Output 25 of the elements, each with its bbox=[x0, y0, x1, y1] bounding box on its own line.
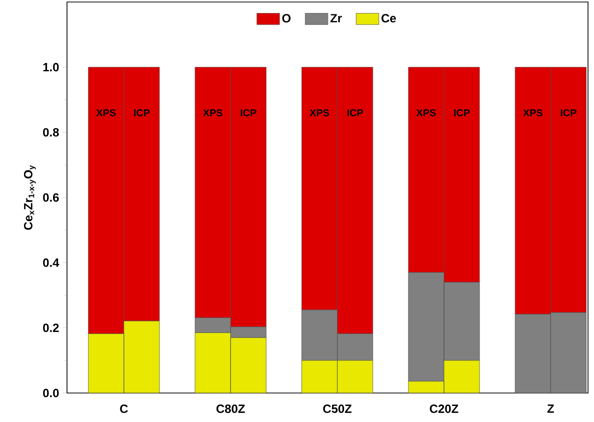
x-tick-label: ICP bbox=[347, 109, 364, 116]
text: C80Z bbox=[216, 404, 245, 413]
y-tick-label: 0.8 bbox=[43, 128, 59, 137]
x-tick-label: ICP bbox=[134, 109, 150, 116]
y-tick-label: 0.6 bbox=[43, 193, 59, 202]
x-tick-label: ICP bbox=[560, 109, 576, 116]
x-tick-label: XPS bbox=[416, 109, 436, 116]
x-tick-label: ICP bbox=[454, 109, 470, 116]
y-tick-label: 1.0 bbox=[43, 62, 59, 72]
text: C50Z bbox=[323, 404, 352, 413]
text: C20Z bbox=[430, 404, 458, 413]
y-tick-label: 0.0 bbox=[43, 388, 59, 398]
legend-label: Ce bbox=[382, 14, 396, 22]
text: Z bbox=[547, 404, 554, 413]
x-tick-label: XPS bbox=[523, 109, 542, 116]
legend-label: O bbox=[282, 14, 291, 22]
x-tick-label: XPS bbox=[310, 109, 330, 116]
x-tick-label: XPS bbox=[96, 109, 116, 116]
text: C bbox=[120, 404, 128, 413]
y-tick-label: 0.2 bbox=[43, 324, 59, 332]
y-axis-title: Ce$_{x}$Zr$_{1-x-y}$O$_{y}$ bbox=[24, 165, 36, 230]
legend-label: Zr bbox=[330, 14, 342, 22]
x-tick-label: XPS bbox=[202, 109, 222, 116]
x-tick-label: ICP bbox=[240, 109, 256, 116]
y-tick-label: 0.4 bbox=[43, 258, 60, 267]
